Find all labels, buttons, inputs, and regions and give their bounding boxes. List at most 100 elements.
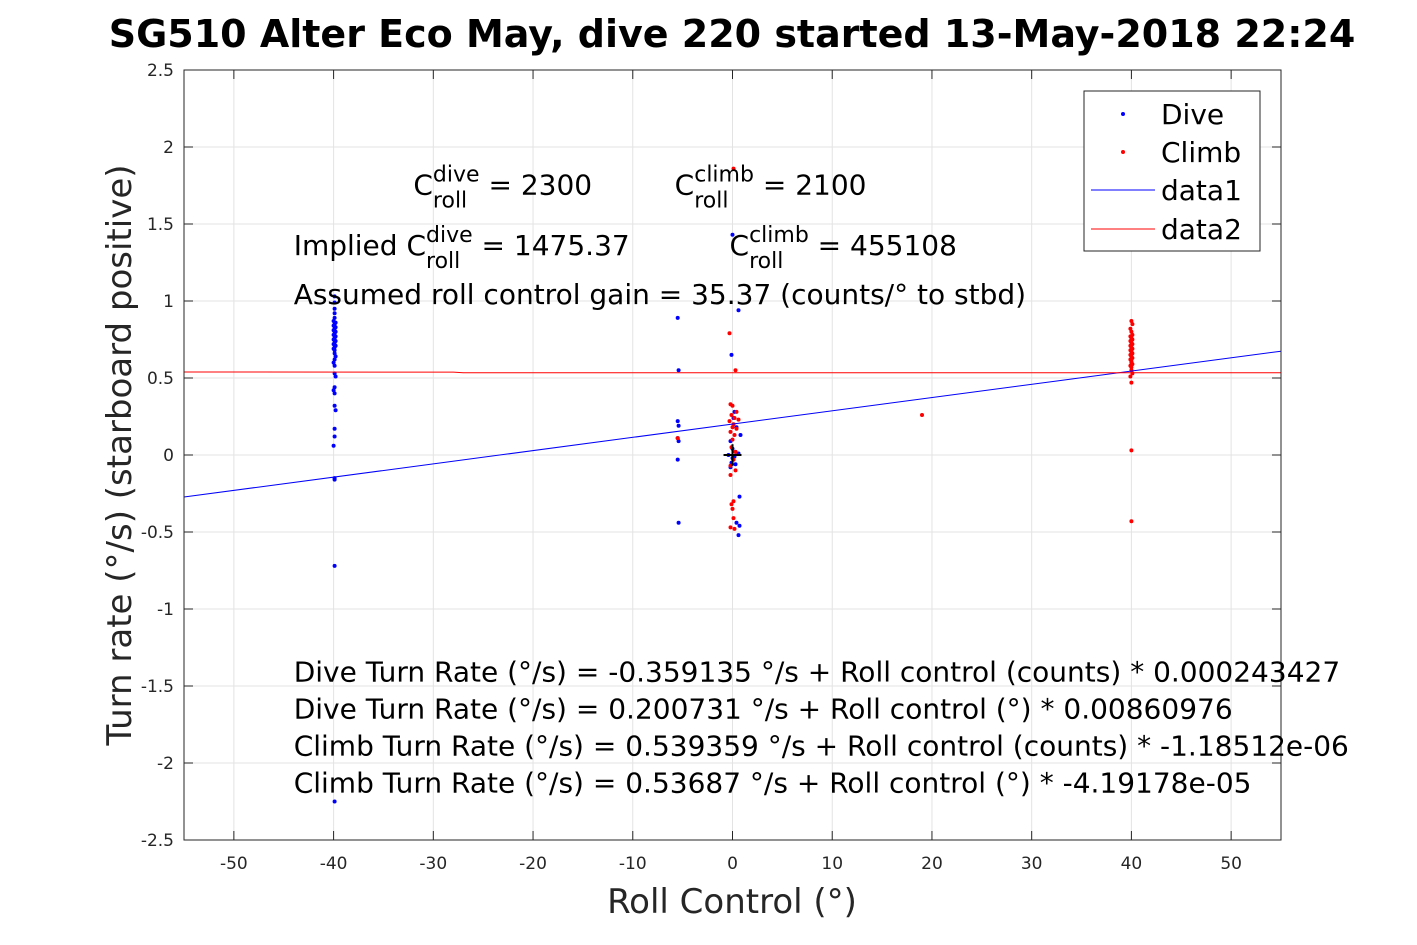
point-climb: [729, 502, 734, 507]
point-climb: [731, 499, 736, 504]
point-dive: [738, 433, 743, 437]
y-tick-label: -1: [157, 600, 174, 620]
y-tick-label: 2.5: [147, 61, 174, 81]
point-climb: [1128, 374, 1133, 379]
point-dive: [676, 368, 681, 373]
annotation-part: C: [675, 169, 695, 202]
y-tick-label: -2.5: [141, 831, 174, 851]
point-dive: [332, 363, 337, 368]
point-dive: [332, 294, 337, 299]
point-dive: [675, 419, 680, 424]
legend-label-dive: Dive: [1161, 98, 1224, 131]
annotation-part: = 2100: [754, 169, 867, 202]
x-tick-label: -10: [619, 854, 647, 874]
point-dive: [332, 391, 337, 396]
annotation-eq3: Climb Turn Rate (°/s) = 0.539359 °/s + R…: [294, 729, 1349, 762]
legend-marker-dive: [1121, 112, 1125, 116]
x-tick-label: -20: [519, 854, 547, 874]
point-climb: [1129, 365, 1134, 370]
point-dive: [332, 434, 337, 439]
point-climb: [1129, 380, 1134, 385]
x-tick-label: -50: [220, 854, 248, 874]
x-tick-label: 40: [1121, 854, 1143, 874]
annotation-c-climb: Cclimb roll = 2100: [675, 163, 867, 214]
x-tick-label: -30: [419, 854, 447, 874]
point-dive: [730, 232, 735, 237]
x-tick-label: 30: [1021, 854, 1043, 874]
axis-ticks: -50 -40 -30 -20 -10 0 10 20 30 40 50-2.5-2-1.5-1-0…: [141, 61, 1281, 874]
annotation-part: Dive Turn Rate (°/s) = 0.200731 °/s + Ro…: [294, 692, 1233, 725]
point-climb: [727, 419, 732, 424]
point-dive: [676, 439, 681, 444]
point-dive: [332, 300, 337, 305]
point-climb: [1129, 519, 1134, 524]
point-climb: [732, 433, 737, 437]
annotation-part: C: [413, 169, 433, 202]
point-climb: [734, 426, 739, 431]
annotation-part: = 1475.37: [473, 229, 630, 262]
annotation-part: roll: [694, 189, 728, 214]
annotation-c-dive: Cdive roll = 2300: [413, 163, 592, 214]
point-dive: [737, 523, 742, 528]
point-climb: [728, 473, 733, 477]
point-dive: [332, 799, 337, 804]
legend: Dive Climb data1 data2: [1083, 90, 1261, 252]
annotation-eq4: Climb Turn Rate (°/s) = 0.53687 °/s + Ro…: [294, 766, 1252, 799]
point-dive: [675, 315, 680, 320]
point-dive: [331, 443, 336, 448]
point-dive: [333, 354, 338, 359]
point-dive: [332, 385, 337, 390]
point-climb: [675, 436, 680, 441]
point-climb: [731, 516, 736, 521]
annotation-part: roll: [426, 249, 460, 274]
point-dive: [332, 348, 337, 353]
point-dive: [737, 494, 742, 499]
legend-label-data1: data1: [1161, 174, 1242, 207]
annotation-implied-dive: Implied Cdive roll = 1475.37: [294, 223, 630, 274]
x-tick-label: 10: [821, 854, 843, 874]
point-dive: [332, 426, 337, 431]
annotation-gain: Assumed roll control gain = 35.37 (count…: [294, 278, 1026, 311]
point-climb: [731, 166, 736, 171]
annotation-part: Assumed roll control gain = 35.37 (count…: [294, 278, 1026, 311]
point-dive: [734, 520, 739, 525]
point-dive: [736, 308, 741, 313]
annotation-eq2: Dive Turn Rate (°/s) = 0.200731 °/s + Ro…: [294, 692, 1233, 725]
y-tick-label: -1.5: [141, 677, 174, 697]
y-tick-label: -2: [157, 754, 174, 774]
point-dive: [333, 408, 338, 413]
point-climb: [1129, 448, 1134, 453]
annotation-part: = 2300: [480, 169, 593, 202]
point-dive: [733, 462, 738, 467]
point-climb: [732, 526, 737, 531]
y-tick-label: 0.5: [147, 369, 174, 389]
y-tick-label: 1.5: [147, 215, 174, 235]
point-dive: [676, 423, 681, 428]
point-climb: [732, 416, 737, 420]
chart-title: SG510 Alter Eco May, dive 220 started 13…: [109, 12, 1356, 56]
point-climb: [730, 403, 735, 408]
y-tick-label: 2: [163, 138, 174, 158]
annotation-part: roll: [433, 189, 467, 214]
point-climb: [1130, 322, 1135, 327]
point-dive: [333, 374, 338, 379]
point-climb: [728, 429, 733, 434]
point-dive: [332, 477, 337, 482]
series-line-data2: [184, 371, 1281, 374]
point-dive: [332, 357, 337, 362]
x-tick-label: 0: [727, 854, 738, 874]
point-dive: [332, 315, 337, 320]
point-climb: [729, 413, 734, 417]
point-climb: [733, 449, 738, 454]
point-climb: [736, 417, 741, 422]
annotation-layer: Cdive roll = 2300 Cclimb roll = 2100 Implied…: [294, 163, 1349, 800]
annotation-part: roll: [749, 249, 783, 274]
legend-marker-climb: [1121, 150, 1125, 154]
x-tick-label: 50: [1220, 854, 1242, 874]
annotation-part: Dive Turn Rate (°/s) = -0.359135 °/s + R…: [294, 655, 1340, 688]
point-climb: [727, 331, 732, 336]
series-line-data1: [184, 350, 1281, 498]
series-layer: [184, 166, 1281, 804]
point-climb: [730, 425, 735, 430]
